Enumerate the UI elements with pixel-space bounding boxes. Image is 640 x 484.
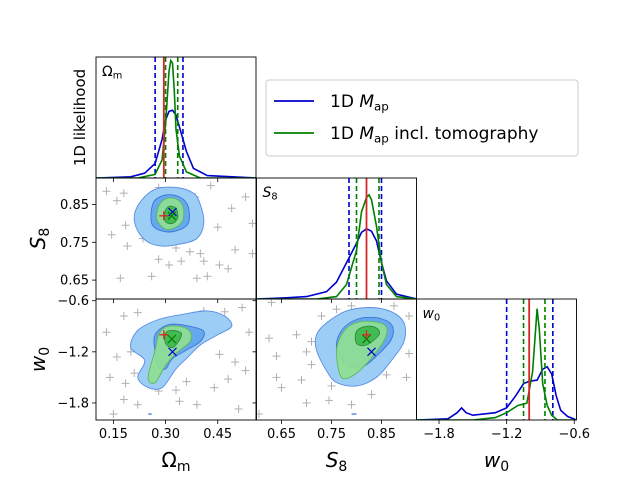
y-tick-label: −1.8 (57, 396, 89, 411)
y-tick-label: −1.2 (57, 345, 89, 360)
likelihood-curve-1 (416, 308, 577, 420)
panel-1d-om: Ωm (95, 56, 257, 182)
panel-2d-s8-w0: 0.65 0.75 0.85 (252, 298, 417, 442)
x-axis-label-om-symbol: Ω (162, 448, 177, 472)
x-axis-label-w0-symbol: w (484, 448, 501, 472)
best-fit-green-marker (167, 334, 177, 344)
panel-label-s8-symbol: S (263, 185, 272, 201)
likelihood-curve-0 (96, 109, 256, 178)
likelihood-curve-0 (256, 227, 417, 299)
x-axis-label-s8: S8 (326, 448, 348, 475)
y-tick-label: 0.85 (60, 198, 89, 213)
panel-content (102, 303, 254, 419)
legend-label-0: 1D Map (330, 92, 389, 113)
panel-content (96, 57, 256, 178)
y-tick-label: 0.75 (60, 236, 89, 251)
y-axis-label-1d: 1D likelihood (71, 69, 89, 166)
panel-content (256, 299, 413, 419)
legend-label-prefix: 1D (330, 124, 359, 144)
likelihood-curve-1 (256, 193, 417, 299)
panel-content (102, 181, 256, 283)
x-axis-label-om: Ωm (162, 448, 191, 475)
x-tick-label: 0.15 (99, 427, 128, 442)
panel-2d-om-w0: 0.15 0.30 0.45 −1.8 −1.2 −0.6 (57, 294, 257, 442)
legend-frame (265, 79, 579, 157)
panel-label-w0-symbol: w (423, 306, 435, 322)
x-axis-label-s8-subscript: 8 (338, 459, 347, 475)
x-axis-label-w0: w0 (484, 448, 509, 475)
x-axis-label-w0-subscript: 0 (500, 459, 509, 475)
contour-green-inner (354, 325, 381, 347)
y-axis-label-text-s8-subscript: 8 (37, 228, 53, 237)
legend-label-subscript: ap (374, 131, 389, 145)
panel-label-om: Ωm (102, 64, 122, 82)
y-axis-label-text-w0-symbol: w (26, 355, 50, 372)
likelihood-curve-1 (96, 58, 256, 178)
panel-label-s8-subscript: 8 (271, 192, 277, 203)
panel-content (256, 178, 417, 299)
likelihood-curve-0 (416, 365, 577, 420)
best-fit-blue-marker (168, 207, 177, 217)
x-tick-label: −1.2 (491, 427, 523, 442)
panel-1d-w0: −1.8 −1.2 −0.6 w0 (416, 298, 590, 442)
best-fit-blue-marker (367, 347, 376, 357)
panel-label-w0-subscript: 0 (434, 313, 440, 324)
y-axis-label-text-s8-symbol: S (26, 236, 50, 249)
y-axis-label-s8: S8 (26, 228, 53, 250)
x-tick-label: 0.85 (367, 427, 396, 442)
panel-label-om-symbol: Ω (102, 64, 113, 80)
legend-label-symbol: M (359, 124, 374, 144)
panel-label-w0: w0 (423, 306, 441, 324)
panel-label-s8: S8 (263, 185, 278, 203)
x-axis-label-s8-symbol: S (326, 448, 339, 472)
legend-label-suffix: incl. tomography (389, 124, 539, 144)
contour-green-inner (164, 330, 183, 349)
y-axis-label-text-s8: S8 (26, 228, 53, 250)
panel-content (416, 299, 577, 420)
panel-frame (256, 298, 417, 421)
panel-2d-om-s8: 0.65 0.75 0.85 (60, 177, 257, 303)
legend-label-subscript: ap (374, 99, 389, 113)
x-tick-label: −1.8 (423, 427, 455, 442)
x-tick-label: 0.30 (151, 427, 180, 442)
legend-label-prefix: 1D (330, 92, 359, 112)
y-tick-label: −0.6 (57, 294, 89, 309)
y-tick-label: 0.65 (60, 274, 89, 289)
panel-frame (95, 298, 257, 421)
x-tick-label: −0.6 (558, 427, 590, 442)
x-tick-label: 0.45 (203, 427, 232, 442)
legend-label-1: 1D Map incl. tomography (330, 124, 538, 145)
y-axis-label-w0: w0 (26, 347, 53, 372)
best-fit-green-marker (167, 211, 177, 221)
y-axis-label-text-w0-subscript: 0 (37, 347, 53, 356)
panel-label-om-subscript: m (113, 71, 123, 82)
x-tick-label: 0.75 (317, 427, 346, 442)
panel-1d-s8: S8 (256, 177, 417, 303)
x-axis-label-om-subscript: m (177, 459, 191, 475)
y-axis-label-text-w0: w0 (26, 347, 53, 372)
legend-label-symbol: M (359, 92, 374, 112)
x-tick-label: 0.65 (267, 427, 296, 442)
best-fit-blue-marker (168, 347, 177, 357)
